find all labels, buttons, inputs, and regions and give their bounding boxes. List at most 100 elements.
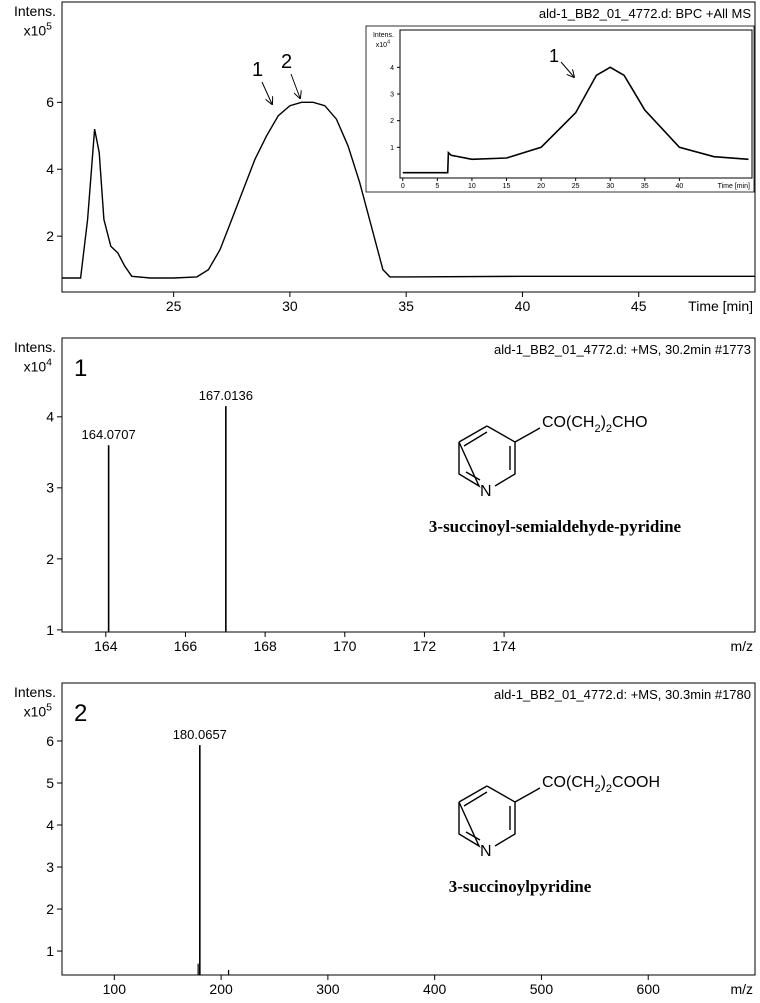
x-tick-label: 35 <box>641 183 649 190</box>
y-tick-label: 6 <box>46 733 54 749</box>
chart-title: ald-1_BB2_01_4772.d: +MS, 30.3min #1780 <box>494 687 751 702</box>
y-scale-exponent: 5 <box>46 20 52 32</box>
plot-frame <box>61 682 756 976</box>
y-tick-label: 4 <box>46 409 54 425</box>
x-tick-label: 0 <box>401 183 405 190</box>
x-axis-label: m/z <box>730 981 753 997</box>
y-scale-exponent: 5 <box>46 701 52 713</box>
x-tick-label: 174 <box>492 638 516 654</box>
formula-part: COOH <box>612 774 660 791</box>
formula-part: CHO <box>612 414 648 431</box>
y-scale: x105 <box>24 701 53 719</box>
heteroatom: N <box>480 843 492 860</box>
x-tick-label: 166 <box>174 638 198 654</box>
y-scale: x105 <box>24 20 53 38</box>
y-scale-base: x10 <box>24 359 47 375</box>
arrow <box>261 81 272 104</box>
x-tick-label: 168 <box>253 638 277 654</box>
heteroatom: N <box>480 483 492 500</box>
x-tick-label: 35 <box>398 298 414 314</box>
y-tick-label: 2 <box>46 901 54 917</box>
x-tick-label: 40 <box>515 298 531 314</box>
panel-label: 2 <box>74 700 87 727</box>
x-tick-label: 200 <box>209 981 233 997</box>
y-tick-label: 1 <box>390 145 394 152</box>
y-axis-label: Intens. <box>14 3 56 19</box>
y-tick-label: 2 <box>46 228 54 244</box>
substituent: CO(CH2)2CHO <box>542 414 648 435</box>
formula-part: 2 <box>594 423 600 435</box>
arrow <box>560 61 574 77</box>
y-tick-label: 3 <box>390 91 394 98</box>
x-tick-label: 20 <box>537 183 545 190</box>
y-tick-label: 3 <box>46 859 54 875</box>
peak-label: 164.0707 <box>82 427 136 442</box>
annotation: 1 <box>252 59 263 81</box>
x-tick-label: 300 <box>316 981 340 997</box>
y-scale-exponent: 4 <box>387 40 390 46</box>
y-axis-label: Intens. <box>373 32 394 39</box>
annotation: 2 <box>281 51 292 73</box>
y-tick-label: 2 <box>390 118 394 125</box>
y-scale-base: x10 <box>24 704 47 720</box>
x-tick-label: 600 <box>637 981 661 997</box>
formula-part: 2 <box>594 783 600 795</box>
formula-part: CO(CH <box>542 414 594 431</box>
formula-part: CO(CH <box>542 774 594 791</box>
x-tick-label: 25 <box>572 183 580 190</box>
chart-title: ald-1_BB2_01_4772.d: +MS, 30.2min #1773 <box>494 342 751 357</box>
x-tick-label: 25 <box>166 298 182 314</box>
x-tick-label: 500 <box>530 981 554 997</box>
y-axis-label: Intens. <box>14 339 56 355</box>
arrow <box>290 73 300 98</box>
x-tick-label: 30 <box>282 298 298 314</box>
y-tick-label: 5 <box>46 775 54 791</box>
y-tick-label: 3 <box>46 480 54 496</box>
x-axis-label: Time [min] <box>688 298 753 314</box>
formula-part: 2 <box>606 783 612 795</box>
y-tick-label: 4 <box>390 65 394 72</box>
plot-frame <box>61 337 756 633</box>
x-tick-label: 100 <box>103 981 127 997</box>
y-tick-label: 1 <box>46 622 54 638</box>
substituent: CO(CH2)2COOH <box>542 774 660 795</box>
chart-title: ald-1_BB2_01_4772.d: BPC +All MS <box>539 6 751 21</box>
y-scale-exponent: 4 <box>46 356 52 368</box>
structure: N CO(CH2)2COOH 3-succinoylpyridine <box>449 774 660 896</box>
y-axis-label: Intens. <box>14 684 56 700</box>
x-tick-label: 164 <box>94 638 118 654</box>
peak-label: 180.0657 <box>173 727 227 742</box>
peak-label: 167.0136 <box>199 388 253 403</box>
x-tick-label: 40 <box>675 183 683 190</box>
x-tick-label: 172 <box>413 638 437 654</box>
x-tick-label: 15 <box>503 183 511 190</box>
y-tick-label: 2 <box>46 551 54 567</box>
x-axis-label: m/z <box>730 638 753 654</box>
plot-frame <box>61 1 756 293</box>
trace <box>402 66 749 174</box>
compound-name: 3-succinoylpyridine <box>449 877 592 896</box>
structure: N CO(CH2)2CHO 3-succinoyl-semialdehyde-p… <box>429 414 682 536</box>
y-tick-label: 1 <box>46 943 54 959</box>
y-scale-base: x10 <box>376 42 387 49</box>
compound-name: 3-succinoyl-semialdehyde-pyridine <box>429 517 682 536</box>
y-tick-label: 4 <box>46 817 54 833</box>
panel-label: 1 <box>74 355 87 382</box>
x-tick-label: 400 <box>423 981 447 997</box>
formula-part: 2 <box>606 423 612 435</box>
x-tick-label: 30 <box>606 183 614 190</box>
y-scale-base: x10 <box>24 23 47 39</box>
x-tick-label: 10 <box>468 183 476 190</box>
inset-background <box>365 25 755 193</box>
x-tick-label: 45 <box>631 298 647 314</box>
y-tick-label: 4 <box>46 161 54 177</box>
y-scale: x104 <box>24 356 53 374</box>
annotation: 1 <box>549 46 559 66</box>
x-tick-label: 170 <box>333 638 357 654</box>
trace <box>62 101 755 279</box>
x-axis-label: Time [min] <box>718 183 750 190</box>
x-tick-label: 5 <box>435 183 439 190</box>
formula-part: ) <box>601 774 606 791</box>
y-scale: x104 <box>376 40 390 49</box>
